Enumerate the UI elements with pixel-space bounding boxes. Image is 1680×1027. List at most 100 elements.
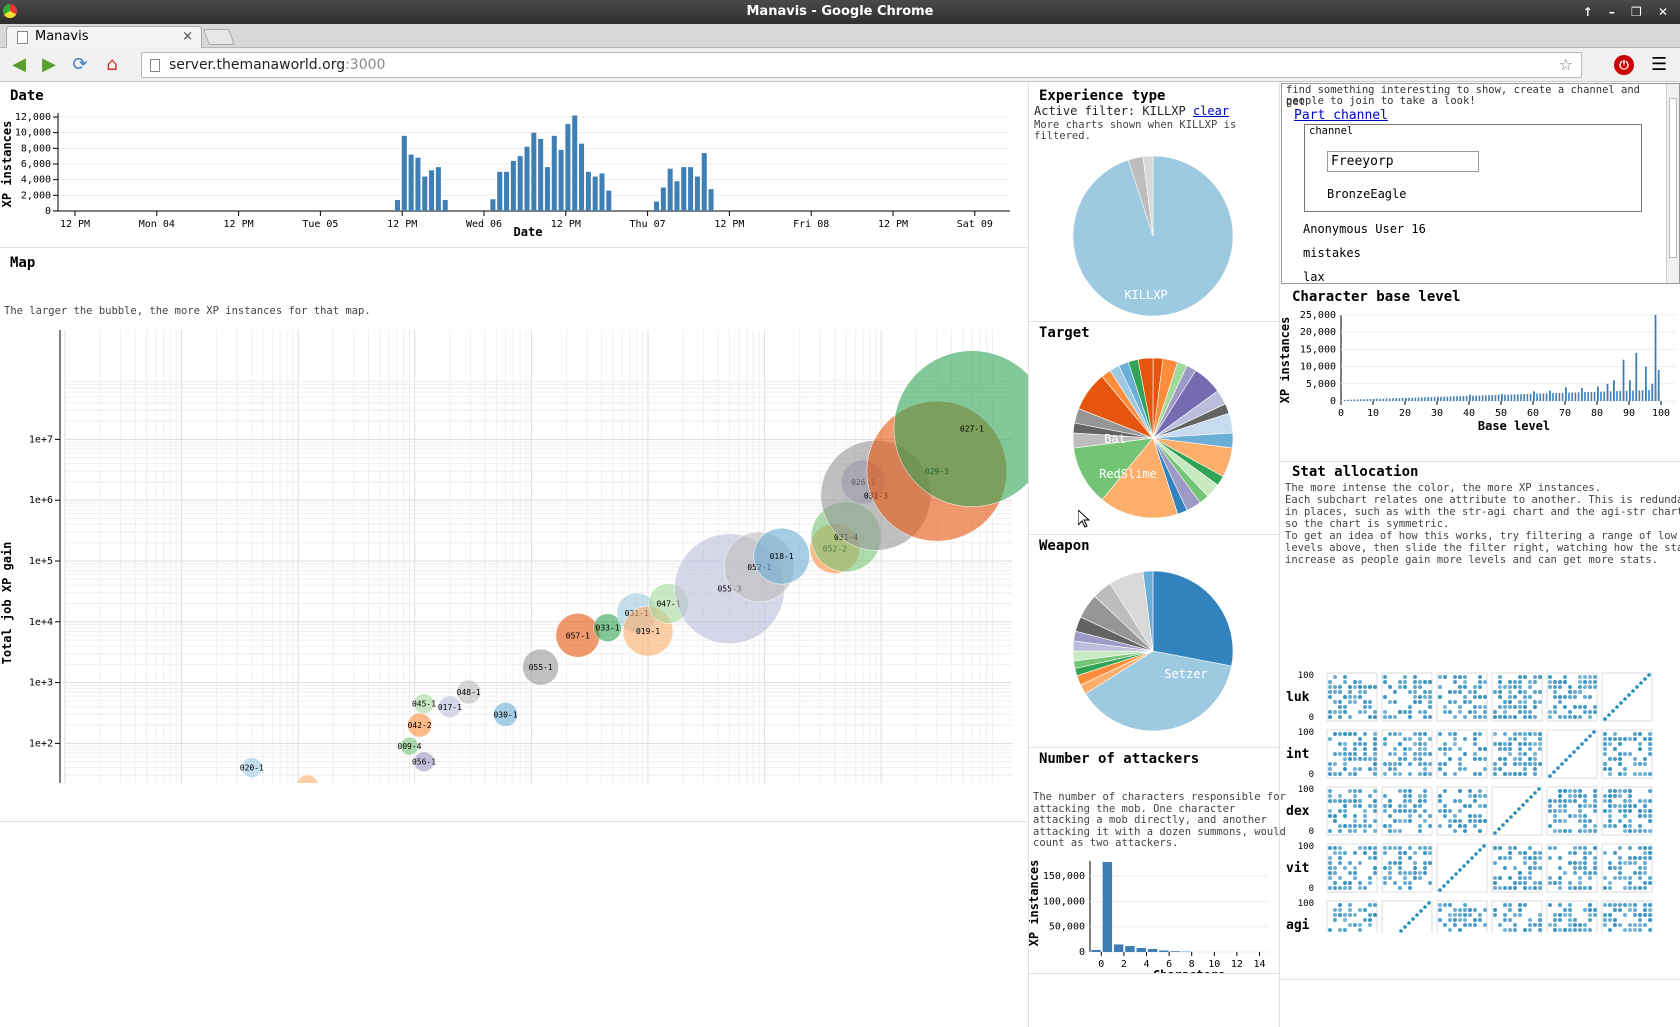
stat-dot — [1438, 809, 1442, 813]
stat-dot — [1408, 809, 1412, 813]
stat-dot — [1593, 804, 1597, 808]
level-bar — [1353, 399, 1356, 401]
stat-dot — [1603, 824, 1607, 828]
stat-dot — [1353, 876, 1357, 880]
stat-dot — [1583, 861, 1587, 865]
map-bubble-chart[interactable]: 1e+71e+61e+51e+41e+31e+21e+11e+01e+01e+1… — [0, 318, 1028, 783]
stat-dot — [1338, 685, 1342, 689]
stat-dot — [1358, 737, 1362, 741]
level-bar — [1485, 395, 1487, 401]
stat-dot — [1338, 794, 1342, 798]
stat-dot — [1473, 918, 1477, 922]
part-channel-link[interactable]: Part channel — [1294, 108, 1388, 123]
stat-dot — [1403, 794, 1407, 798]
stat-dot — [1573, 799, 1577, 803]
reload-icon[interactable]: ⟳ — [72, 54, 88, 75]
stat-dot — [1448, 903, 1452, 907]
stat-dot — [1593, 866, 1597, 870]
level-bar — [1481, 395, 1484, 401]
stat-dot — [1353, 824, 1357, 828]
stat-dot — [1483, 908, 1487, 912]
stat-dot — [1363, 809, 1367, 813]
stat-dot — [1453, 700, 1457, 704]
tab-manavis[interactable]: Manavis × — [6, 26, 202, 48]
adblock-icon[interactable]: ⏻ — [1614, 55, 1634, 75]
channel-scrollbar[interactable] — [1666, 84, 1679, 283]
stat-dot — [1442, 884, 1446, 888]
stat-dot — [1592, 730, 1596, 734]
forward-arrow-icon[interactable]: ▶ — [42, 54, 56, 75]
stat-dot — [1343, 742, 1347, 746]
stat-dot — [1358, 928, 1362, 932]
x-axis-label: Base level — [1478, 419, 1550, 433]
weapon-title: Weapon — [1039, 538, 1090, 554]
stat-dot — [1513, 695, 1517, 699]
stat-dot — [1633, 908, 1637, 912]
stat-dot — [1363, 685, 1367, 689]
pie-slice-label: ForestBow — [1123, 728, 1189, 736]
stat-dot — [1523, 886, 1527, 890]
stat-dot — [1358, 710, 1362, 714]
tab-strip: Manavis × — [0, 24, 1680, 48]
stat-dot — [1418, 737, 1422, 741]
stat-dot — [1618, 804, 1622, 808]
stat-dot — [1353, 747, 1357, 751]
stat-dot — [1403, 851, 1407, 855]
stat-dot — [1568, 829, 1572, 833]
stat-dot — [1398, 829, 1402, 833]
address-bar[interactable]: server.themanaworld.org:3000 ☆ — [141, 52, 1582, 78]
stat-dot — [1508, 680, 1512, 684]
stat-dot — [1418, 757, 1422, 761]
tab-close-icon[interactable]: × — [182, 29, 193, 44]
menu-icon[interactable]: ☰ — [1651, 54, 1668, 75]
stat-dot — [1388, 829, 1392, 833]
level-bar — [1369, 399, 1372, 401]
window-controls[interactable]: ↑ – ❐ ✕ — [1582, 5, 1674, 19]
stat-dot — [1573, 923, 1577, 927]
bookmark-star-icon[interactable]: ☆ — [1558, 55, 1573, 74]
scrollbar-thumb[interactable] — [1669, 98, 1677, 258]
home-icon[interactable]: ⌂ — [106, 54, 118, 75]
clear-filter-link[interactable]: clear — [1192, 104, 1230, 118]
stat-dot — [1443, 809, 1447, 813]
stat-dot — [1588, 851, 1592, 855]
attackers-chart[interactable]: 150,000100,00050,000002468101214Characte… — [1029, 853, 1279, 973]
stat-dot — [1568, 903, 1572, 907]
stat-dot — [1501, 823, 1505, 827]
stat-dot — [1643, 757, 1647, 761]
stat-dot — [1608, 767, 1612, 771]
stat-dot — [1593, 710, 1597, 714]
stat-dot — [1363, 752, 1367, 756]
stat-dot — [1548, 903, 1552, 907]
active-filter: Active filter: KILLXP clear — [1034, 105, 1229, 117]
stat-dot — [1623, 737, 1627, 741]
stat-dot — [1588, 804, 1592, 808]
channel-name-input[interactable] — [1327, 151, 1479, 172]
stat-matrix[interactable]: luk1000int1000dex1000vit1000agi1000str10… — [1280, 583, 1680, 933]
stat-dot — [1348, 913, 1352, 917]
new-tab-button[interactable] — [203, 29, 235, 45]
stat-dot — [1493, 908, 1497, 912]
back-arrow-icon[interactable]: ◀ — [12, 54, 26, 75]
stat-dot — [1618, 794, 1622, 798]
stat-dot — [1588, 913, 1592, 917]
stat-dot — [1418, 846, 1422, 850]
exp-pie[interactable]: KILLXP — [1068, 151, 1238, 321]
stat-dot — [1648, 881, 1652, 885]
stat-dot — [1373, 851, 1377, 855]
map-bubble — [753, 527, 810, 585]
stat-dot — [1468, 913, 1472, 917]
y-tick-label: 0 — [1079, 947, 1085, 958]
stat-dot — [1643, 923, 1647, 927]
stat-dot — [1418, 824, 1422, 828]
stat-dot — [1503, 705, 1507, 709]
stat-dot — [1608, 804, 1612, 808]
stat-dot — [1493, 886, 1497, 890]
stat-dot — [1413, 752, 1417, 756]
stat-dot — [1423, 809, 1427, 813]
stat-cell — [1601, 672, 1653, 722]
